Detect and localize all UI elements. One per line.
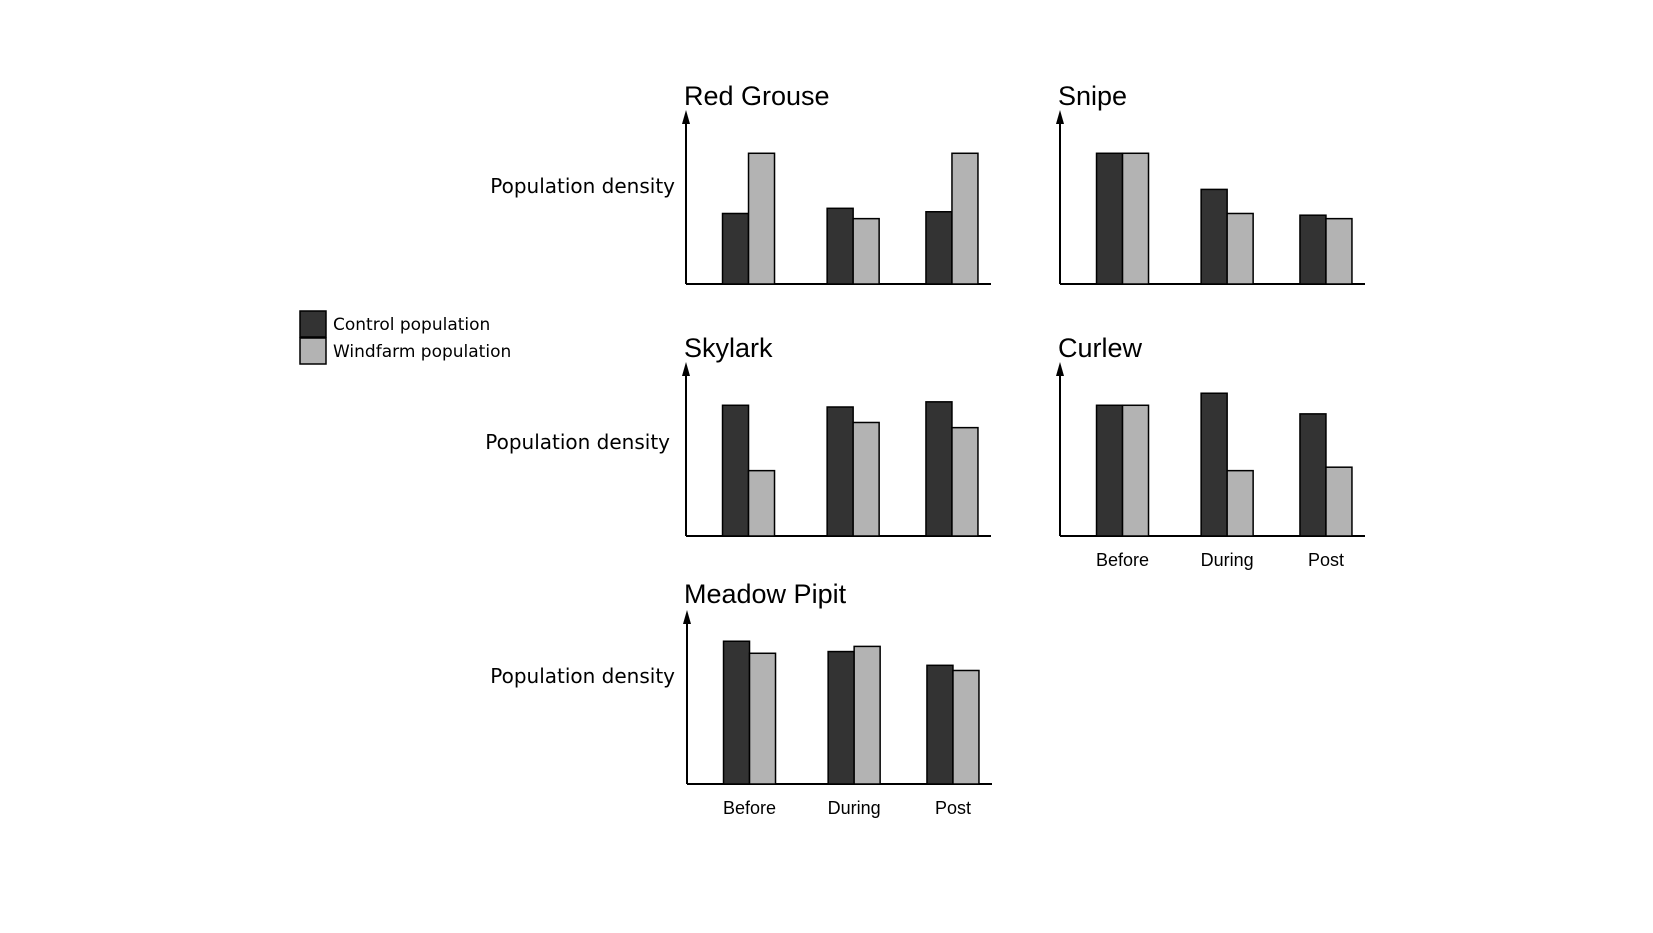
bar-windfarm — [1226, 469, 1254, 537]
x-tick-label: Before — [723, 798, 776, 818]
bar-windfarm — [1121, 404, 1150, 537]
bar-windfarm — [951, 426, 979, 537]
bar-control — [721, 212, 750, 285]
bar-control — [1095, 404, 1124, 537]
x-tick-label: Post — [1308, 550, 1344, 570]
bar-windfarm — [852, 217, 880, 285]
bar-windfarm — [852, 421, 880, 537]
bar-windfarm — [748, 652, 777, 785]
bar-control — [1095, 152, 1124, 285]
y-axis-arrow — [1056, 362, 1064, 376]
chart-title: Curlew — [1058, 333, 1143, 363]
x-tick-label: Before — [1096, 550, 1149, 570]
bar-windfarm — [951, 152, 979, 285]
bar-windfarm — [1325, 217, 1353, 285]
y-axis-label: Population density — [485, 430, 670, 454]
y-axis-arrow — [1056, 110, 1064, 124]
chart-title: Meadow Pipit — [684, 579, 847, 609]
bar-control — [722, 640, 751, 785]
bar-windfarm — [1226, 212, 1254, 285]
panel-skylark: Skylark Population density — [485, 333, 991, 537]
bar-control — [1200, 188, 1228, 285]
bar-control — [925, 401, 953, 537]
x-tick-label: During — [1201, 550, 1254, 570]
bar-control — [925, 211, 953, 285]
panel-meadow-pipit: Meadow Pipit Population density Before Du… — [490, 579, 992, 818]
y-axis-arrow — [682, 110, 690, 124]
y-axis-label: Population density — [490, 664, 675, 688]
bar-windfarm — [853, 645, 881, 785]
bar-windfarm — [1121, 152, 1150, 285]
legend-swatch-windfarm — [299, 337, 327, 365]
bar-control — [826, 406, 854, 537]
chart-title: Skylark — [684, 333, 773, 363]
legend-label-control: Control population — [333, 315, 490, 335]
bar-control — [1299, 214, 1327, 285]
bar-windfarm — [1325, 466, 1353, 537]
y-axis-label: Population density — [490, 174, 675, 198]
legend: Control population Windfarm population — [299, 310, 511, 365]
x-tick-label: During — [828, 798, 881, 818]
panel-snipe: Snipe — [1056, 81, 1365, 285]
panel-red-grouse: Red Grouse Population density — [490, 81, 991, 285]
legend-swatch-control — [299, 310, 327, 338]
panel-curlew: Curlew Before During Post — [1056, 333, 1365, 570]
x-tick-label: Post — [935, 798, 971, 818]
y-axis-arrow — [683, 610, 691, 624]
bar-windfarm — [747, 469, 776, 537]
y-axis-arrow — [682, 362, 690, 376]
bar-control — [826, 207, 854, 285]
bar-windfarm — [747, 152, 776, 285]
bar-control — [1200, 392, 1228, 537]
legend-label-windfarm: Windfarm population — [333, 342, 511, 362]
chart-title: Snipe — [1058, 81, 1127, 111]
bar-control — [827, 650, 855, 785]
chart-title: Red Grouse — [684, 81, 830, 111]
bar-windfarm — [952, 669, 980, 785]
bar-control — [926, 664, 954, 785]
bar-control — [1299, 413, 1327, 537]
bar-control — [721, 404, 750, 537]
